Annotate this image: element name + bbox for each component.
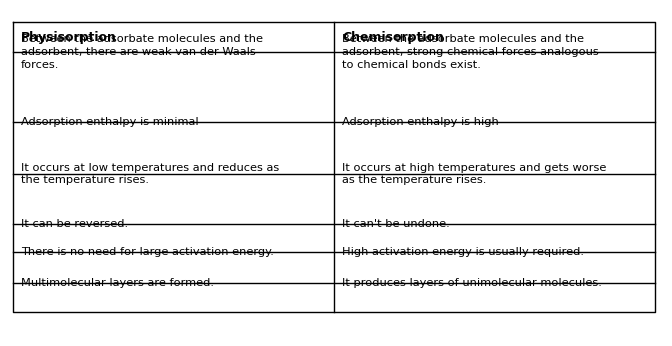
Text: It produces layers of unimolecular molecules.: It produces layers of unimolecular molec… bbox=[342, 278, 602, 288]
Text: It can be reversed.: It can be reversed. bbox=[21, 219, 128, 229]
Text: Multimolecular layers are formed.: Multimolecular layers are formed. bbox=[21, 278, 214, 288]
Text: High activation energy is usually required.: High activation energy is usually requir… bbox=[342, 247, 584, 257]
Text: It occurs at low temperatures and reduces as
the temperature rises.: It occurs at low temperatures and reduce… bbox=[21, 163, 280, 185]
Text: Adsorption enthalpy is minimal: Adsorption enthalpy is minimal bbox=[21, 117, 199, 127]
Text: It occurs at high temperatures and gets worse
as the temperature rises.: It occurs at high temperatures and gets … bbox=[342, 163, 606, 185]
Text: There is no need for large activation energy.: There is no need for large activation en… bbox=[21, 247, 274, 257]
Text: Between the adsorbate molecules and the
adsorbent, strong chemical forces analog: Between the adsorbate molecules and the … bbox=[342, 34, 599, 70]
Text: Adsorption enthalpy is high: Adsorption enthalpy is high bbox=[342, 117, 499, 127]
Text: Chemisorption: Chemisorption bbox=[342, 30, 444, 44]
Text: Between the adsorbate molecules and the
adsorbent, there are weak van der Waals
: Between the adsorbate molecules and the … bbox=[21, 34, 263, 70]
Text: Physisorption: Physisorption bbox=[21, 30, 117, 44]
Text: It can't be undone.: It can't be undone. bbox=[342, 219, 450, 229]
